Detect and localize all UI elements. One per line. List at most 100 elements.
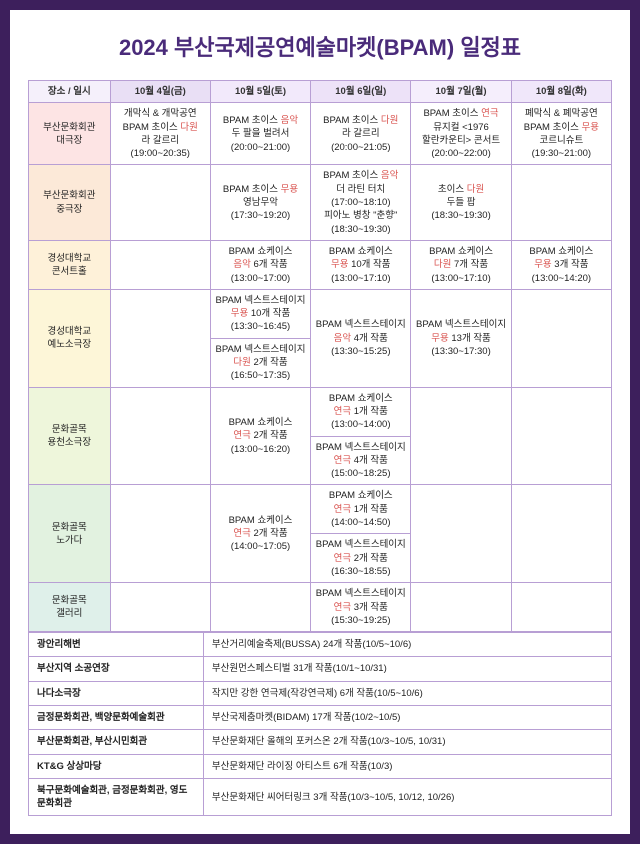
- table-row: 부산문화회관 대극장 개막식 & 개막공연 BPAM 초이스 다원 라 갈르리 …: [29, 103, 612, 165]
- cell-text-pre: BPAM 넥스트스테이지: [215, 295, 305, 306]
- cell: 폐막식 & 폐막공연 BPAM 초이스 무용 코르니슈트 (19:30~21:0…: [511, 103, 611, 165]
- cell-category: 연극: [334, 553, 351, 564]
- header-day-2: 10월 6일(일): [311, 81, 411, 103]
- cell-text-pre: BPAM 쇼케이스: [329, 246, 393, 257]
- cell: BPAM 쇼케이스 무용 10개 작품 (13:00~17:10): [311, 240, 411, 289]
- cell-category: 연극: [233, 430, 250, 441]
- header-day-1: 10월 5일(토): [210, 81, 310, 103]
- cell-category: 무용: [431, 333, 448, 344]
- cell-category: 무용: [581, 122, 598, 133]
- cell-category: 다원: [180, 122, 197, 133]
- bottom-label: KT&G 상상마당: [29, 754, 204, 778]
- cell: BPAM 넥스트스테이지 연극 4개 작품 (15:00~18:25): [311, 436, 411, 485]
- bottom-row: 광안리해변부산거리예술축제(BUSSA) 24개 작품(10/5~10/6): [29, 633, 612, 657]
- bottom-value: 부산문화재단 라이징 아티스트 6개 작품(10/3): [203, 754, 611, 778]
- cell-category: 무용: [534, 259, 551, 270]
- cell-text-pre: BPAM 넥스트스테이지: [316, 319, 406, 330]
- cell-text-post: 두 팔을 벌려서 (20:00~21:00): [231, 128, 290, 152]
- empty-cell: [411, 485, 511, 583]
- cell: BPAM 넥스트스테이지 연극 2개 작품 (16:30~18:55): [311, 534, 411, 583]
- bottom-label: 북구문화예술회관, 금정문화회관, 영도문화회관: [29, 778, 204, 816]
- empty-cell: [110, 485, 210, 583]
- cell-text-pre: BPAM 넥스트스테이지: [316, 588, 406, 599]
- empty-cell: [511, 583, 611, 632]
- cell-text-pre: BPAM 쇼케이스: [329, 490, 393, 501]
- cell-text-pre: BPAM 쇼케이스: [229, 515, 293, 526]
- cell-text-pre: BPAM 쇼케이스: [429, 246, 493, 257]
- cell: BPAM 쇼케이스 연극 1개 작품 (14:00~14:50): [311, 485, 411, 534]
- table-row: 문화골목 갤러리 BPAM 넥스트스테이지 연극 3개 작품 (15:30~19…: [29, 583, 612, 632]
- cell-category: 음악: [381, 170, 398, 181]
- empty-cell: [110, 583, 210, 632]
- cell: BPAM 쇼케이스 연극 2개 작품 (13:00~16:20): [210, 387, 310, 485]
- empty-cell: [511, 289, 611, 387]
- cell-text-pre: BPAM 초이스: [323, 170, 381, 181]
- cell: BPAM 넥스트스테이지 다원 2개 작품 (16:50~17:35): [210, 338, 310, 387]
- cell: 초이스 다원 두들 팝 (18:30~19:30): [411, 165, 511, 240]
- cell-text-pre: BPAM 초이스: [223, 115, 281, 126]
- cell-category: 다원: [233, 357, 250, 368]
- bottom-value: 부산원먼스페스티벌 31개 작품(10/1~10/31): [203, 657, 611, 681]
- bottom-row: 나다소극장작지만 강한 연극제(작강연극제) 6개 작품(10/5~10/6): [29, 681, 612, 705]
- empty-cell: [411, 583, 511, 632]
- cell: BPAM 쇼케이스 연극 1개 작품 (13:00~14:00): [311, 387, 411, 436]
- venue-cell: 문화골목 갤러리: [29, 583, 111, 632]
- cell-text-post: 더 라틴 터치 (17:00~18:10) 피아노 병창 "춘향" (18:30…: [324, 184, 397, 235]
- header-day-4: 10월 8일(화): [511, 81, 611, 103]
- bottom-label: 부산문화회관, 부산시민회관: [29, 730, 204, 754]
- empty-cell: [110, 289, 210, 387]
- venue-cell: 경성대학교 예노소극장: [29, 289, 111, 387]
- cell-text-pre: BPAM 쇼케이스: [229, 246, 293, 257]
- empty-cell: [210, 583, 310, 632]
- bottom-row: 금정문화회관, 백양문화예술회관부산국제춤마켓(BIDAM) 17개 작품(10…: [29, 705, 612, 729]
- cell-category: 다원: [381, 115, 398, 126]
- bottom-value: 부산문화재단 올해의 포커스온 2개 작품(10/3~10/5, 10/31): [203, 730, 611, 754]
- table-row: 부산문화회관 중극장 BPAM 초이스 무용 영남무악 (17:30~19:20…: [29, 165, 612, 240]
- cell-category: 무용: [331, 259, 348, 270]
- cell-category: 무용: [281, 184, 298, 195]
- cell-category: 연극: [334, 504, 351, 515]
- cell-text-pre: BPAM 넥스트스테이지: [416, 319, 506, 330]
- cell-category: 음악: [281, 115, 298, 126]
- cell: BPAM 넥스트스테이지 무용 10개 작품 (13:30~16:45): [210, 289, 310, 338]
- header-day-3: 10월 7일(월): [411, 81, 511, 103]
- venue-cell: 문화골목 노가다: [29, 485, 111, 583]
- cell-category: 연극: [334, 602, 351, 613]
- bottom-row: 북구문화예술회관, 금정문화회관, 영도문화회관부산문화재단 씨어터링크 3개 …: [29, 778, 612, 816]
- cell-category: 음악: [334, 333, 351, 344]
- bottom-value: 부산문화재단 씨어터링크 3개 작품(10/3~10/5, 10/12, 10/…: [203, 778, 611, 816]
- bottom-value: 작지만 강한 연극제(작강연극제) 6개 작품(10/5~10/6): [203, 681, 611, 705]
- empty-cell: [110, 240, 210, 289]
- cell: 개막식 & 개막공연 BPAM 초이스 다원 라 갈르리 (19:00~20:3…: [110, 103, 210, 165]
- cell-text-pre: BPAM 쇼케이스: [229, 417, 293, 428]
- cell-category: 연극: [481, 108, 498, 119]
- venue-cell: 문화골목 용천소극장: [29, 387, 111, 485]
- cell: BPAM 초이스 다원 라 갈르리 (20:00~21:05): [311, 103, 411, 165]
- cell-text-post: 두들 팝 (18:30~19:30): [431, 197, 490, 221]
- cell-text-post: 코르니슈트 (19:30~21:00): [532, 135, 591, 159]
- cell: BPAM 초이스 음악 더 라틴 터치 (17:00~18:10) 피아노 병창…: [311, 165, 411, 240]
- cell-text-post: 영남무악 (17:30~19:20): [231, 197, 290, 221]
- cell-text-pre: 초이스: [438, 184, 467, 195]
- cell-text-pre: BPAM 초이스: [223, 184, 281, 195]
- bottom-value: 부산국제춤마켓(BIDAM) 17개 작품(10/2~10/5): [203, 705, 611, 729]
- cell: BPAM 초이스 연극 뮤지컬 <1976 할란카운티> 콘서트 (20:00~…: [411, 103, 511, 165]
- cell: BPAM 쇼케이스 연극 2개 작품 (14:00~17:05): [210, 485, 310, 583]
- cell-category: 다원: [434, 259, 451, 270]
- bottom-label: 부산지역 소공연장: [29, 657, 204, 681]
- schedule-page: 2024 부산국제공연예술마켓(BPAM) 일정표 장소 / 일시 10월 4일…: [10, 10, 630, 834]
- bottom-row: KT&G 상상마당부산문화재단 라이징 아티스트 6개 작품(10/3): [29, 754, 612, 778]
- empty-cell: [110, 387, 210, 485]
- schedule-table: 장소 / 일시 10월 4일(금) 10월 5일(토) 10월 6일(일) 10…: [28, 80, 612, 632]
- cell: BPAM 쇼케이스 무용 3개 작품 (13:00~14:20): [511, 240, 611, 289]
- bottom-row: 부산문화회관, 부산시민회관부산문화재단 올해의 포커스온 2개 작품(10/3…: [29, 730, 612, 754]
- cell-category: 연극: [233, 528, 250, 539]
- bottom-label: 광안리해변: [29, 633, 204, 657]
- empty-cell: [110, 165, 210, 240]
- bottom-label: 나다소극장: [29, 681, 204, 705]
- header-corner: 장소 / 일시: [29, 81, 111, 103]
- cell: BPAM 쇼케이스 다원 7개 작품 (13:00~17:10): [411, 240, 511, 289]
- empty-cell: [511, 165, 611, 240]
- empty-cell: [511, 485, 611, 583]
- bottom-label: 금정문화회관, 백양문화예술회관: [29, 705, 204, 729]
